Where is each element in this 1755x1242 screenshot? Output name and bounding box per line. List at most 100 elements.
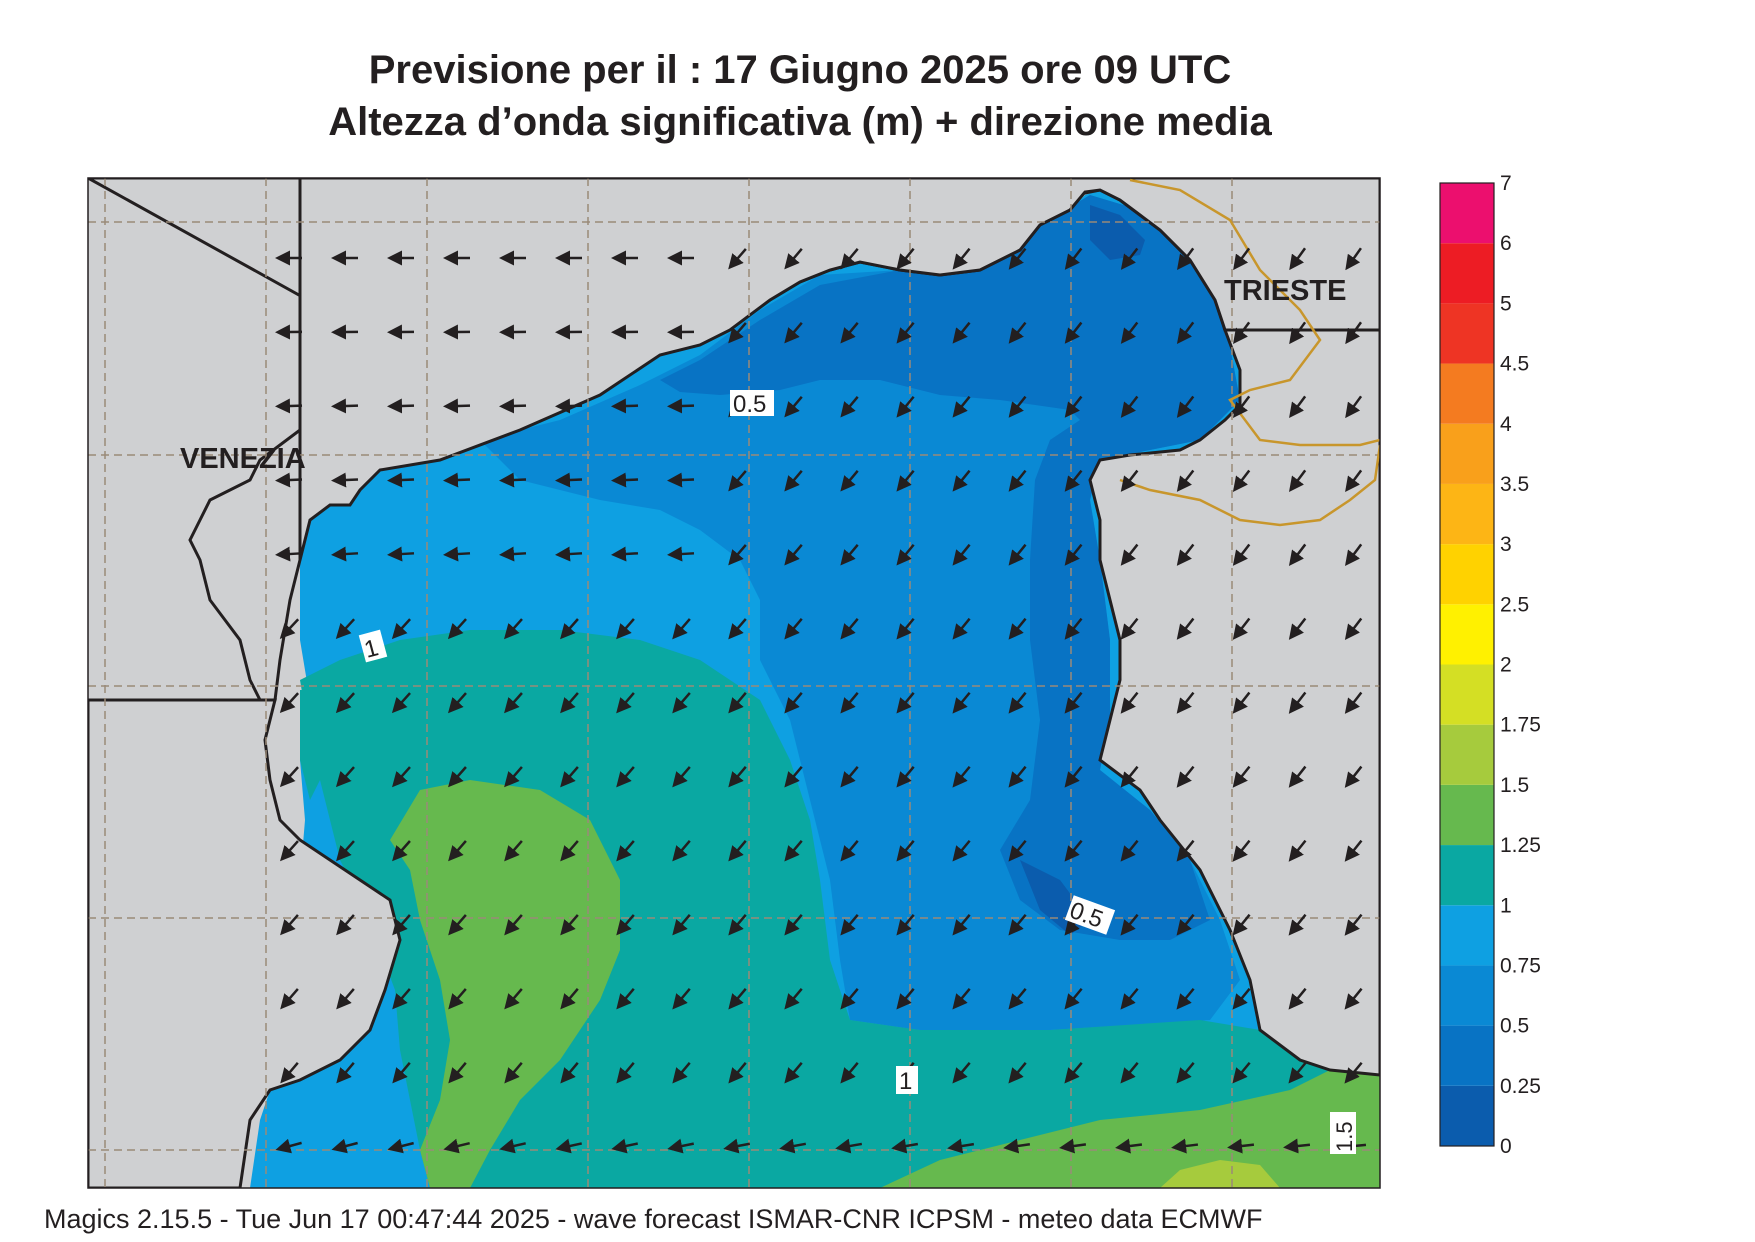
direction-arrow bbox=[392, 914, 411, 936]
direction-arrow bbox=[896, 395, 915, 418]
direction-arrow bbox=[1120, 1061, 1139, 1084]
direction-arrow bbox=[1171, 1138, 1199, 1154]
direction-arrow bbox=[728, 914, 747, 936]
direction-arrow bbox=[611, 398, 639, 414]
direction-arrow bbox=[1289, 321, 1307, 345]
direction-arrow bbox=[1232, 839, 1251, 862]
colorbar-tick-label: 3.5 bbox=[1500, 473, 1529, 496]
direction-arrow bbox=[891, 1138, 919, 1154]
colorbar-tick-label: 2.5 bbox=[1500, 593, 1529, 616]
direction-arrow bbox=[448, 766, 467, 788]
direction-arrow bbox=[896, 247, 915, 270]
direction-arrow bbox=[1008, 469, 1027, 492]
direction-arrow bbox=[784, 692, 803, 714]
forecast-title: Previsione per il : 17 Giugno 2025 ore 0… bbox=[368, 48, 1232, 92]
direction-arrow bbox=[616, 618, 635, 640]
wave-zone-1.25 bbox=[390, 780, 620, 1188]
direction-arrow bbox=[784, 988, 803, 1010]
direction-arrow bbox=[672, 914, 691, 936]
direction-arrow bbox=[952, 543, 971, 566]
place-label-venezia: VENEZIA bbox=[180, 443, 306, 475]
direction-arrow bbox=[667, 398, 695, 414]
forecast-subtitle: Altezza d’onda significativa (m) + direz… bbox=[328, 100, 1272, 144]
direction-arrow bbox=[331, 546, 359, 562]
direction-arrow bbox=[336, 988, 355, 1010]
direction-arrow bbox=[555, 398, 583, 414]
direction-arrow bbox=[504, 988, 523, 1010]
direction-arrow bbox=[1288, 1061, 1307, 1084]
colorbar-tick-label: 0.75 bbox=[1500, 954, 1541, 977]
direction-arrow bbox=[1345, 395, 1363, 419]
direction-arrow bbox=[448, 914, 467, 936]
direction-arrow bbox=[555, 1138, 582, 1154]
direction-arrow bbox=[667, 1138, 695, 1154]
direction-arrow bbox=[840, 840, 859, 862]
colorbar-frame bbox=[1439, 182, 1495, 1147]
direction-arrow bbox=[1232, 617, 1251, 640]
direction-arrow bbox=[1288, 543, 1307, 566]
direction-arrow bbox=[1289, 469, 1307, 493]
direction-arrow bbox=[331, 398, 359, 414]
direction-arrow bbox=[275, 1138, 302, 1154]
direction-arrow bbox=[1064, 1061, 1083, 1084]
wave-direction-arrows bbox=[275, 247, 1367, 1154]
direction-arrow bbox=[1064, 617, 1083, 640]
direction-arrow bbox=[275, 546, 303, 562]
colorbar-swatch bbox=[1440, 724, 1494, 785]
direction-arrow bbox=[1232, 1061, 1251, 1084]
direction-arrow bbox=[279, 692, 300, 714]
direction-arrow bbox=[1232, 765, 1251, 788]
direction-arrow bbox=[840, 543, 859, 566]
direction-arrow bbox=[1059, 1138, 1087, 1154]
direction-arrow bbox=[1176, 469, 1195, 492]
direction-arrow bbox=[1120, 469, 1139, 492]
direction-arrow bbox=[784, 470, 803, 492]
direction-arrow bbox=[1120, 987, 1139, 1010]
direction-arrow bbox=[1177, 247, 1195, 271]
direction-arrow bbox=[840, 691, 859, 714]
colorbar-tick-label: 0.5 bbox=[1500, 1015, 1529, 1038]
direction-arrow bbox=[1233, 247, 1251, 271]
direction-arrow bbox=[448, 1062, 467, 1084]
direction-arrow bbox=[1344, 913, 1363, 936]
direction-arrow bbox=[784, 766, 803, 788]
direction-arrow bbox=[1176, 321, 1195, 344]
direction-arrow bbox=[1344, 765, 1363, 788]
direction-arrow bbox=[728, 322, 747, 344]
colorbar-tick-label: 0.25 bbox=[1500, 1075, 1541, 1098]
direction-arrow bbox=[840, 247, 859, 270]
colorbar-tick-label: 1 bbox=[1500, 894, 1512, 917]
direction-arrow bbox=[667, 546, 695, 562]
colorbar-tick-label: 7 bbox=[1500, 172, 1512, 195]
direction-arrow bbox=[672, 840, 691, 862]
direction-arrow bbox=[504, 840, 523, 862]
direction-arrow bbox=[1176, 395, 1195, 418]
direction-arrow bbox=[1120, 765, 1139, 788]
direction-arrow bbox=[1064, 321, 1083, 344]
direction-arrow bbox=[784, 1062, 803, 1084]
direction-arrow bbox=[1120, 247, 1139, 270]
direction-arrow bbox=[616, 914, 635, 936]
colorbar-tick-label: 1.75 bbox=[1500, 714, 1541, 737]
direction-arrow bbox=[728, 988, 747, 1010]
direction-arrow bbox=[443, 546, 471, 562]
direction-arrow bbox=[672, 988, 691, 1010]
direction-arrow bbox=[1120, 617, 1139, 640]
direction-arrow bbox=[1289, 395, 1307, 419]
direction-arrow bbox=[784, 840, 803, 862]
direction-arrow bbox=[499, 398, 527, 414]
colorbar-swatch bbox=[1440, 604, 1494, 665]
direction-arrow bbox=[1176, 691, 1195, 714]
direction-arrow bbox=[728, 618, 747, 640]
direction-arrow bbox=[331, 1138, 358, 1154]
colorbar-swatch bbox=[1440, 965, 1494, 1026]
wave-zone-1.5 bbox=[1160, 1160, 1280, 1188]
contour-label: 1.5 bbox=[1332, 1121, 1357, 1152]
colorbar-swatch bbox=[1440, 664, 1494, 725]
direction-arrow bbox=[672, 692, 691, 714]
colorbar-tick-label: 3 bbox=[1500, 533, 1512, 556]
direction-arrow bbox=[1064, 839, 1083, 862]
direction-arrow bbox=[499, 1138, 526, 1154]
colorbar-tick-label: 4 bbox=[1500, 413, 1512, 436]
direction-arrow bbox=[335, 692, 355, 714]
